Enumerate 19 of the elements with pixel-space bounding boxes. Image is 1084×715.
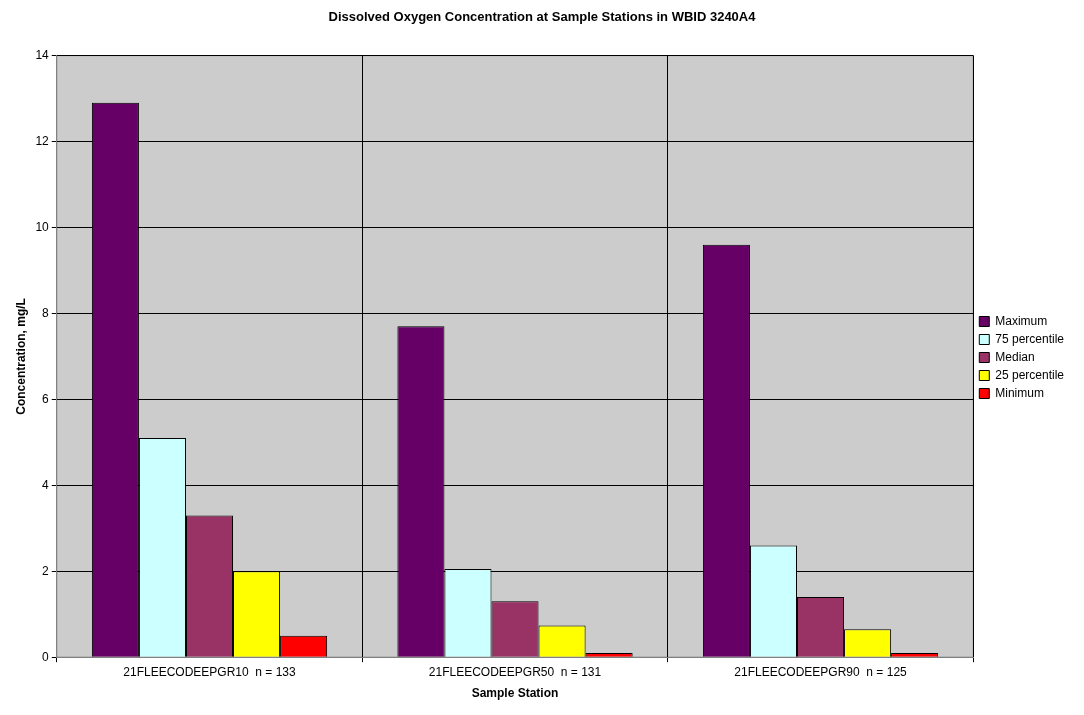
legend-label: Minimum bbox=[995, 385, 1044, 400]
y-tick-label: 12 bbox=[35, 133, 50, 148]
x-tick-label: 21FLEECODEEPGR10 n = 133 bbox=[123, 664, 297, 679]
legend-label: 25 percentile bbox=[995, 367, 1065, 382]
y-tick-label: 8 bbox=[42, 305, 50, 320]
y-tick-label: 0 bbox=[42, 649, 50, 664]
y-tick-label: 14 bbox=[35, 47, 50, 62]
legend-label: Median bbox=[995, 349, 1035, 364]
y-tick-label: 10 bbox=[35, 219, 50, 234]
y-axis-title: Concentration, mg/L bbox=[13, 298, 28, 415]
y-tick-label: 6 bbox=[42, 391, 50, 406]
x-axis-title: Sample Station bbox=[471, 686, 559, 701]
x-tick-label: 21FLEECODEEPGR90 n = 125 bbox=[734, 664, 908, 679]
y-tick-label: 2 bbox=[42, 563, 50, 578]
y-tick-label: 4 bbox=[42, 477, 50, 492]
x-tick-label: 21FLEECODEEPGR50 n = 131 bbox=[428, 664, 602, 679]
legend-label: Maximum bbox=[995, 313, 1048, 328]
legend-label: 75 percentile bbox=[995, 331, 1065, 346]
chart-title: Dissolved Oxygen Concentration at Sample Stations in WBID 3240A4 bbox=[328, 9, 757, 25]
